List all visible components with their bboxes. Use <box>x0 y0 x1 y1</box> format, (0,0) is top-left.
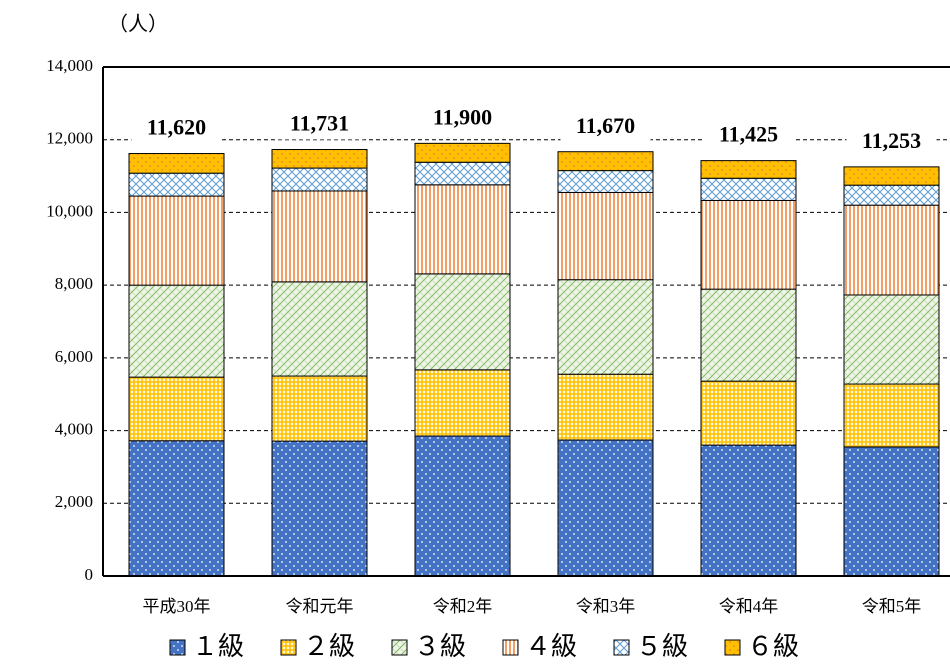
bar-segment <box>843 204 940 296</box>
legend-label: ４級 <box>525 632 577 661</box>
bar-segment <box>700 380 797 446</box>
total-label: 11,731 <box>290 111 349 136</box>
bar-segment <box>843 166 940 186</box>
legend-swatch <box>613 639 630 656</box>
bar-segment <box>843 383 940 448</box>
bar-segment <box>414 142 511 163</box>
legend-swatch <box>502 639 519 656</box>
bar-segment <box>843 184 940 206</box>
legend-label: ３級 <box>414 632 466 661</box>
bar-segment <box>271 375 368 442</box>
legend-label: ６級 <box>747 632 799 661</box>
legend-swatch <box>280 639 297 656</box>
y-tick-label: 8,000 <box>55 274 93 293</box>
x-tick-label: 令和5年 <box>862 597 922 616</box>
total-label: 11,425 <box>719 122 778 147</box>
total-label-bg <box>560 113 651 142</box>
total-label-bg <box>417 105 508 134</box>
total-label: 11,670 <box>576 113 635 138</box>
bar-segment <box>557 170 654 193</box>
bar-segment <box>843 446 940 577</box>
x-tick-label: 令和元年 <box>286 597 354 616</box>
bar-segment <box>843 294 940 385</box>
bar-segment <box>271 281 368 377</box>
bar-segment <box>557 151 654 172</box>
y-tick-label: 2,000 <box>55 492 93 511</box>
bar-segment <box>271 148 368 169</box>
total-label-bg <box>846 128 937 157</box>
x-tick-label: 令和4年 <box>719 597 779 616</box>
bar-segment <box>414 369 511 437</box>
bar-segment <box>414 184 511 275</box>
bar-segment <box>271 440 368 577</box>
y-axis-label: （人） <box>108 13 168 36</box>
bar-segment <box>700 199 797 290</box>
total-label-bg <box>274 111 365 140</box>
bar-segment <box>557 279 654 375</box>
legend-swatch <box>724 639 741 656</box>
bar-segment <box>557 373 654 441</box>
y-tick-label: 0 <box>85 565 94 584</box>
total-label: 11,900 <box>433 104 492 129</box>
bar-segment <box>271 167 368 192</box>
bar-segment <box>271 190 368 283</box>
total-label: 11,620 <box>147 115 206 140</box>
bar-segment <box>557 439 654 577</box>
legend-swatch <box>391 639 408 656</box>
bar-segment <box>128 172 225 197</box>
legend-label: ２級 <box>303 632 355 661</box>
total-label-bg <box>131 115 222 144</box>
x-tick-label: 平成30年 <box>143 597 211 616</box>
x-tick-label: 令和3年 <box>576 597 636 616</box>
y-tick-label: 14,000 <box>46 56 93 75</box>
total-label: 11,253 <box>862 128 921 153</box>
x-tick-label: 令和2年 <box>433 597 493 616</box>
bar-segment <box>128 195 225 286</box>
bar-segment <box>700 444 797 577</box>
y-tick-label: 12,000 <box>46 129 93 148</box>
legend-swatch <box>169 639 186 656</box>
bar-segment <box>700 160 797 179</box>
total-label-bg <box>703 122 794 151</box>
y-tick-label: 4,000 <box>55 419 93 438</box>
legend-label: ５級 <box>636 632 688 661</box>
bar-segment <box>128 284 225 378</box>
legend-label: １級 <box>192 632 244 661</box>
bar-segment <box>128 153 225 174</box>
y-tick-label: 10,000 <box>46 201 93 220</box>
bar-segment <box>128 376 225 442</box>
bar-segment <box>700 177 797 201</box>
bar-segment <box>700 288 797 382</box>
bar-segment <box>414 435 511 577</box>
bar-segment <box>557 191 654 281</box>
bar-segment <box>414 161 511 186</box>
y-tick-label: 6,000 <box>55 347 93 366</box>
bar-segment <box>414 273 511 371</box>
bar-segment <box>128 440 225 577</box>
